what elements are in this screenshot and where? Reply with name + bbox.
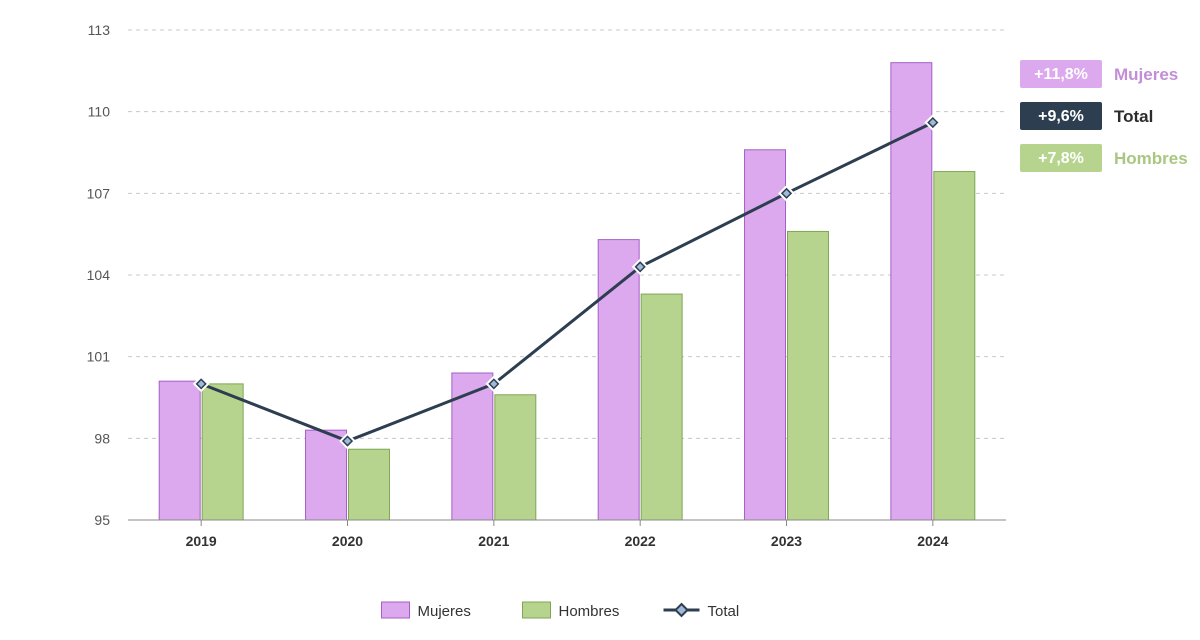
bar-hombres bbox=[495, 395, 536, 520]
bar-hombres bbox=[934, 172, 975, 520]
y-tick-label: 104 bbox=[87, 267, 111, 283]
x-tick-label: 2019 bbox=[186, 533, 217, 549]
bar-hombres bbox=[202, 384, 243, 520]
bar-mujeres bbox=[159, 381, 200, 520]
x-tick-label: 2020 bbox=[332, 533, 363, 549]
legend-swatch-mujeres bbox=[382, 602, 410, 618]
y-tick-label: 107 bbox=[87, 185, 111, 201]
bar-hombres bbox=[349, 449, 390, 520]
badge-value-total: +9,6% bbox=[1038, 108, 1084, 125]
bar-hombres bbox=[788, 231, 829, 520]
x-tick-label: 2024 bbox=[917, 533, 948, 549]
legend-label-hombres: Hombres bbox=[559, 603, 620, 620]
legend-label-mujeres: Mujeres bbox=[418, 603, 471, 620]
bar-mujeres bbox=[598, 240, 639, 520]
bar-hombres bbox=[641, 294, 682, 520]
y-tick-label: 98 bbox=[94, 430, 110, 446]
badge-label-total: Total bbox=[1114, 107, 1153, 126]
x-tick-label: 2022 bbox=[625, 533, 656, 549]
x-tick-label: 2021 bbox=[478, 533, 509, 549]
y-tick-label: 113 bbox=[88, 22, 111, 38]
y-tick-label: 110 bbox=[88, 104, 111, 120]
legend-label-total: Total bbox=[708, 603, 740, 620]
badge-label-hombres: Hombres bbox=[1114, 149, 1188, 168]
x-tick-label: 2023 bbox=[771, 533, 802, 549]
badge-value-hombres: +7,8% bbox=[1038, 150, 1084, 167]
badge-value-mujeres: +11,8% bbox=[1034, 66, 1088, 83]
badge-label-mujeres: Mujeres bbox=[1114, 65, 1178, 84]
legend-swatch-hombres bbox=[523, 602, 551, 618]
bar-mujeres bbox=[306, 430, 347, 520]
y-tick-label: 101 bbox=[87, 349, 111, 365]
chart-svg: 95 98 101 104 107 110 113 2019 2020 2021 2022 2023 2… bbox=[0, 0, 1200, 640]
chart-container: 95 98 101 104 107 110 113 2019 2020 2021 2022 2023 2… bbox=[0, 0, 1200, 640]
bar-mujeres bbox=[891, 63, 932, 520]
y-tick-label: 95 bbox=[94, 512, 110, 528]
bar-mujeres bbox=[452, 373, 493, 520]
